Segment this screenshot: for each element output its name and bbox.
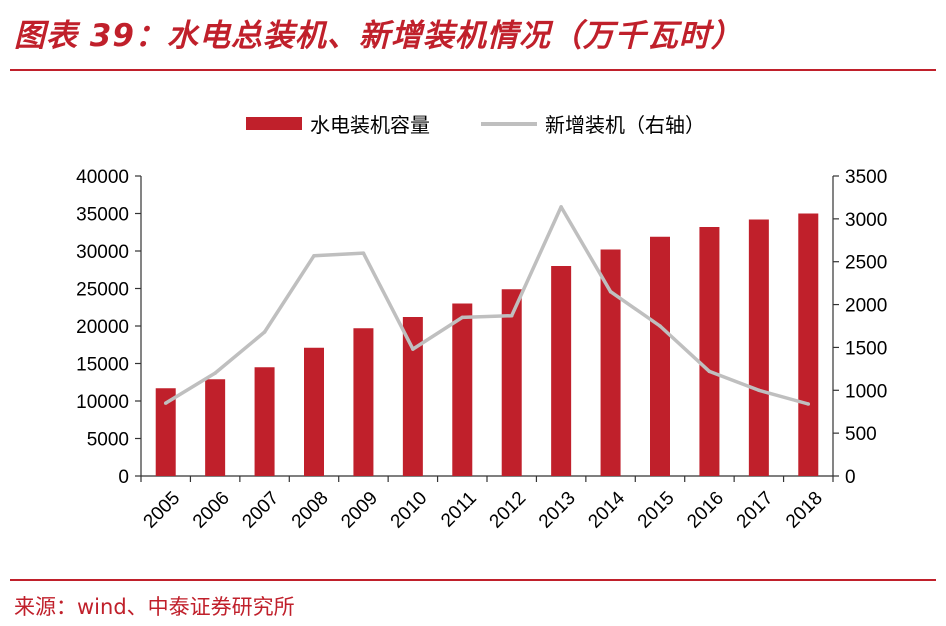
- bar: [798, 213, 819, 476]
- bar: [452, 303, 473, 476]
- left-tick-label: 35000: [76, 205, 129, 226]
- x-tick-label: 2017: [733, 488, 778, 533]
- line-point: [460, 315, 465, 320]
- bar: [551, 266, 572, 476]
- bar: [353, 328, 374, 476]
- bar: [748, 219, 769, 476]
- right-tick-label: 2500: [845, 253, 887, 274]
- bar: [600, 249, 621, 476]
- line-point: [559, 205, 563, 209]
- bar: [205, 379, 226, 476]
- line-point: [262, 330, 267, 334]
- right-tick-label: 3500: [845, 167, 887, 188]
- line-point: [806, 402, 811, 406]
- figure-title: 图表 39：水电总装机、新增装机情况（万千瓦时）: [14, 18, 743, 54]
- bar: [501, 289, 522, 476]
- footer-divider: [10, 579, 936, 581]
- x-tick-label: 2006: [189, 488, 234, 533]
- x-tick-label: 2013: [535, 488, 580, 533]
- bar: [650, 236, 670, 476]
- left-tick-label: 40000: [76, 167, 129, 188]
- right-tick-label: 3000: [845, 210, 887, 231]
- bar: [304, 347, 324, 476]
- left-tick-label: 30000: [76, 242, 129, 263]
- legend-bar-label: 水电装机容量: [310, 113, 430, 137]
- line-point: [312, 253, 316, 258]
- x-tick-label: 2009: [337, 488, 382, 533]
- legend-bar-swatch: [246, 117, 302, 130]
- x-tick-label: 2007: [238, 488, 283, 533]
- line-point: [163, 401, 168, 405]
- bar: [402, 317, 423, 476]
- legend-line-label: 新增装机（右轴）: [545, 113, 705, 137]
- right-tick-label: 2000: [845, 296, 887, 317]
- left-tick-label: 25000: [76, 280, 129, 301]
- line-point: [608, 289, 613, 294]
- source-note: 来源：wind、中泰证券研究所: [14, 595, 295, 619]
- line-point: [707, 369, 712, 374]
- left-tick-label: 10000: [76, 392, 129, 413]
- line-point: [213, 371, 217, 375]
- left-tick-label: 15000: [76, 355, 129, 376]
- right-tick-label: 500: [845, 424, 877, 445]
- line-point: [411, 347, 415, 351]
- right-tick-label: 1500: [845, 338, 887, 359]
- x-tick-label: 2018: [782, 488, 827, 533]
- x-tick-label: 2016: [683, 488, 728, 533]
- x-tick-label: 2011: [437, 488, 481, 532]
- bar: [254, 367, 275, 476]
- left-tick-label: 0: [118, 467, 129, 488]
- right-tick-label: 1000: [845, 381, 887, 402]
- bar: [699, 227, 720, 476]
- bar: [155, 388, 176, 476]
- line-point: [509, 313, 514, 318]
- title-divider: [10, 69, 936, 71]
- left-tick-label: 20000: [76, 317, 129, 338]
- line-series: [164, 205, 809, 406]
- x-tick-label: 2014: [584, 487, 629, 532]
- line-point: [757, 388, 761, 393]
- x-tick-label: 2012: [486, 488, 531, 533]
- x-tick-label: 2008: [288, 488, 333, 533]
- x-tick-label: 2010: [387, 488, 432, 533]
- right-tick-label: 0: [845, 467, 856, 488]
- left-tick-label: 5000: [87, 430, 129, 451]
- x-tick-label: 2005: [140, 488, 185, 533]
- line-point: [658, 324, 662, 328]
- line-point: [361, 251, 366, 255]
- x-tick-label: 2015: [634, 488, 679, 533]
